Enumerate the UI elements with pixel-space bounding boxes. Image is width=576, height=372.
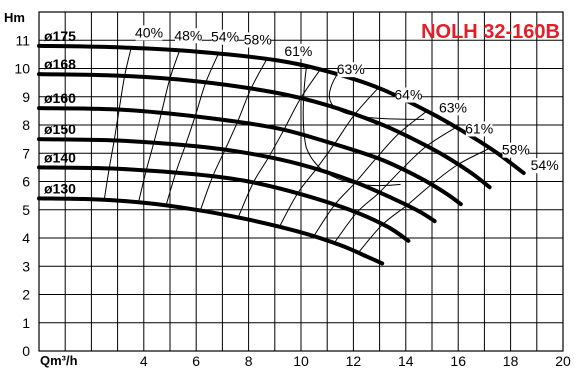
efficiency-label-bg [337,62,365,78]
y-tick-label: 7 [22,145,30,161]
series-label: ø175 [44,28,76,44]
y-tick-label: 4 [22,230,30,246]
efficiency-label-bg [531,158,558,174]
efficiency-label: 63% [337,61,365,77]
series-labels: ø175 ø168 ø160 ø150 ø140 ø130 [44,28,76,197]
series-line [37,137,437,224]
series-label: ø130 [44,180,76,196]
series-line [37,106,463,207]
efficiency-label: 54% [531,157,559,173]
efficiency-label-bg [244,32,272,48]
efficiency-iso-line [278,87,379,228]
x-tick-label: 4 [140,353,148,369]
efficiency-label: 58% [244,31,272,47]
plot-frame [38,11,564,352]
efficiency-label: 54% [211,29,239,45]
x-axis-label: Qm³/h [40,353,78,368]
y-tick-label: 1 [22,315,30,331]
y-tick-label: 5 [22,202,30,218]
efficiency-label: 40% [135,24,163,40]
efficiency-iso-line [333,126,457,244]
series-line [37,72,492,190]
efficiency-iso-line [313,110,428,237]
y-tick-label: 9 [22,89,30,105]
efficiency-label: 61% [284,43,312,59]
efficiency-label: 58% [502,142,530,158]
y-tick-label: 10 [14,61,30,77]
efficiency-label-bg [285,43,312,59]
efficiency-label-bg [465,121,493,137]
efficiency-label-bg [211,29,239,45]
efficiency-iso-line [237,69,321,218]
efficiency-label: 61% [465,120,493,136]
efficiency-label-bg [439,100,467,116]
series-label: ø168 [44,56,76,72]
x-tick-label: 12 [346,353,362,369]
efficiency-label-bg [395,87,422,103]
series-label: ø140 [44,149,76,165]
efficiency-iso-line [138,50,181,203]
y-tick-label: 2 [22,287,30,303]
x-tick-label: 20 [555,353,571,369]
efficiency-label-bg [175,28,202,44]
x-tick-label: 8 [245,353,253,369]
y-tick-label: 6 [22,174,30,190]
efficiency-label: 48% [174,27,202,43]
series-label: ø160 [44,90,76,106]
y-axis-label: Hm [4,10,25,25]
efficiency-label: 63% [439,99,467,115]
x-tick-label: 16 [450,353,466,369]
x-tick-label: 14 [398,353,414,369]
series-line [37,196,385,266]
x-tick-label: 6 [192,353,200,369]
x-tick-label: 10 [293,353,309,369]
efficiency-iso-line [357,147,491,254]
efficiency-iso-line [199,58,268,211]
efficiency-label: 64% [394,87,422,103]
efficiency-labels: 40% 48% 54% 58%61%63%64%63%61%58%54% [135,24,559,174]
y-tick-label: 11 [15,32,30,48]
y-tick-label: 8 [22,117,30,133]
series-line [37,165,411,243]
efficiency-iso-line [165,53,219,206]
efficiency-label-bg [135,25,163,41]
y-tick-label: 0 [22,343,30,359]
efficiency-iso-line [103,47,132,201]
x-tick-label: 18 [503,353,519,369]
y-tick-label: 3 [22,258,30,274]
series-label: ø150 [44,121,76,137]
efficiency-label-bg [502,142,530,158]
chart-title: NOLH 32-160B [421,21,560,43]
